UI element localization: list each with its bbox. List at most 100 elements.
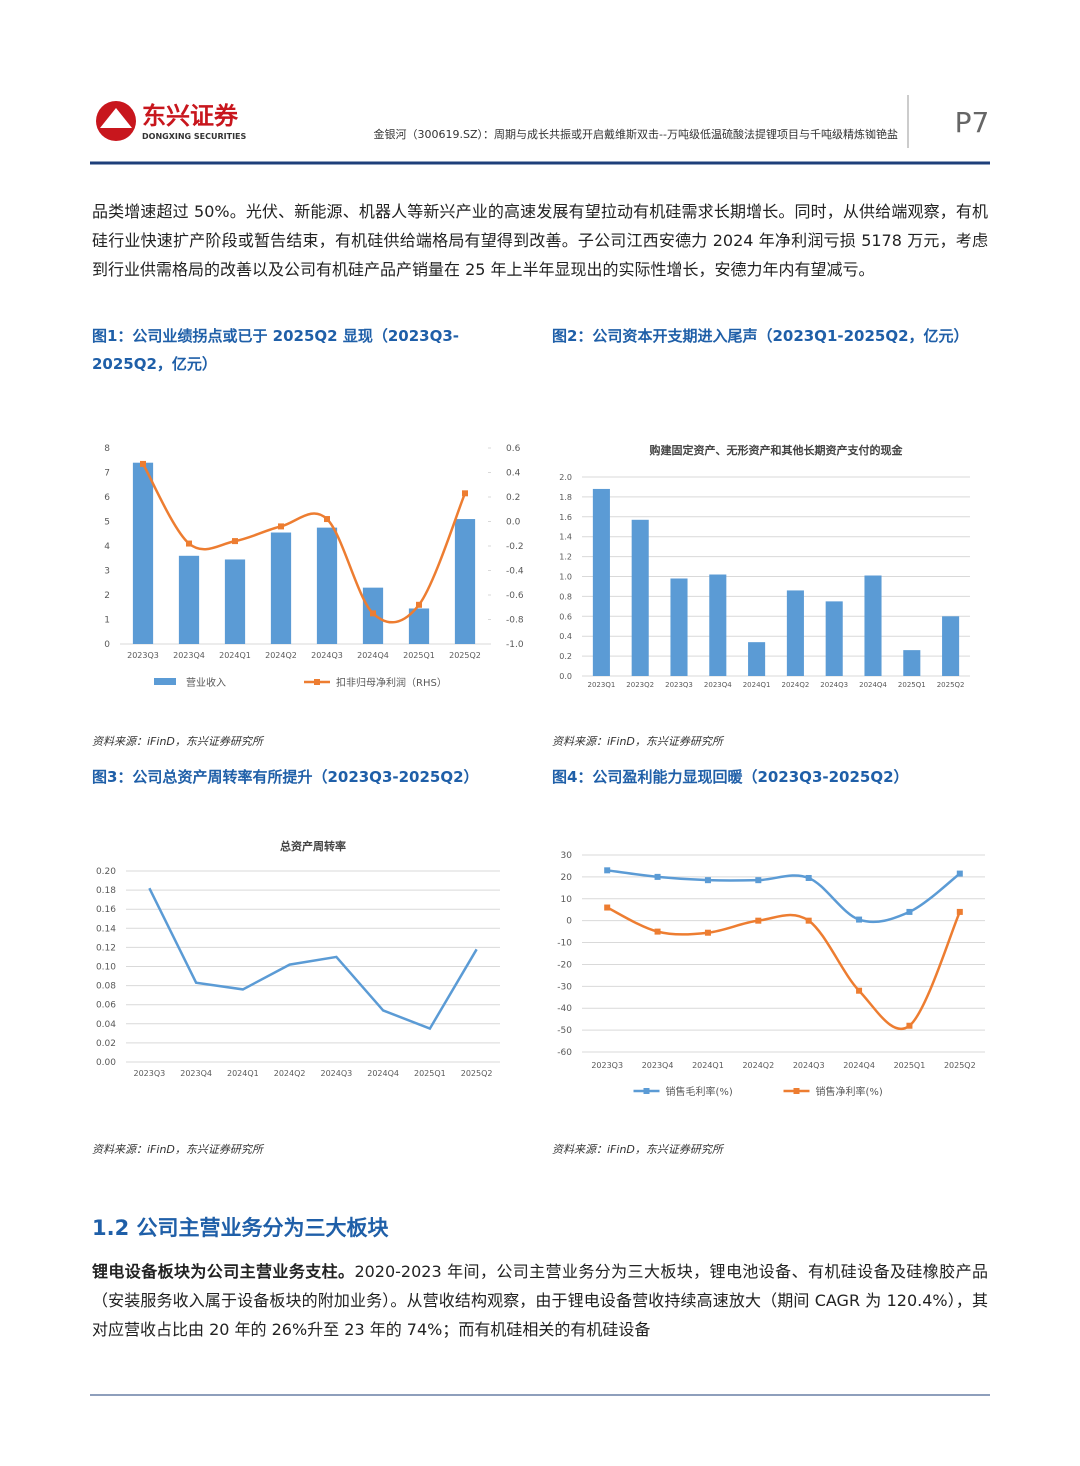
x-tick-label: 2024Q3 [311, 651, 343, 660]
y2-tick-label: -0.4 [506, 567, 524, 577]
body-text: 2020-2023 年间，公司主营业务分为三大板块，锂电池设备、有机硅设备及硅橡… [92, 1262, 988, 1339]
marker [755, 877, 762, 884]
x-tick-label: 2023Q3 [665, 681, 693, 689]
bar [786, 590, 804, 676]
x-tick-label: 2023Q3 [591, 1061, 623, 1070]
legend-swatch [643, 1088, 650, 1094]
y-tick-label: 5 [104, 518, 110, 528]
y-tick-label: -40 [557, 1004, 572, 1014]
marker [704, 929, 711, 936]
y2-tick-label: -0.2 [506, 542, 524, 552]
y-tick-label: 1.6 [559, 513, 572, 522]
figure-source: 资料来源：iFinD，东兴证券研究所 [92, 735, 263, 748]
y-tick-label: 0.14 [96, 924, 116, 934]
x-tick-label: 2024Q3 [793, 1061, 825, 1070]
y-tick-label: 0.6 [559, 612, 572, 621]
paragraph: 品类增速超过 50%。光伏、新能源、机器人等新兴产业的高速发展有望拉动有机硅需求… [92, 202, 988, 279]
y-tick-label: 6 [104, 493, 110, 503]
bar [178, 555, 200, 644]
x-tick-label: 2025Q1 [414, 1069, 446, 1078]
y-tick-label: 0.20 [96, 867, 116, 877]
bar [631, 519, 649, 676]
y-tick-label: 2 [104, 591, 110, 601]
bar [670, 578, 688, 676]
x-tick-label: 2024Q1 [692, 1061, 724, 1070]
logo-shape [100, 108, 132, 128]
figure-source: 资料来源：iFinD，东兴证券研究所 [92, 1143, 263, 1156]
bar [825, 601, 843, 676]
y2-tick-label: -0.8 [506, 616, 524, 626]
y-tick-label: 0.4 [559, 632, 572, 641]
marker [278, 523, 284, 530]
y-tick-label: -20 [557, 960, 572, 970]
x-tick-label: 2024Q4 [843, 1061, 875, 1070]
charts: 0 1 2 3 4 5 6 7 8 -1.0 -0.8 -0.6 -0.4 -0.2 0.0 0.2 0.4 0.… [96, 443, 985, 1098]
x-tick-label: 2023Q4 [704, 681, 732, 689]
y2-tick-label: 0.4 [506, 469, 521, 479]
bar [864, 575, 882, 676]
bar [224, 559, 246, 644]
figure-source: 资料来源：iFinD，东兴证券研究所 [552, 1143, 723, 1156]
x-tick-label: 2023Q4 [642, 1061, 674, 1070]
x-tick-label: 2024Q3 [321, 1069, 353, 1078]
y-tick-label: -30 [557, 982, 572, 992]
x-tick-label: 2023Q1 [588, 681, 616, 689]
marker [956, 908, 963, 915]
bar [132, 462, 154, 644]
legend-label: 销售净利率(%) [816, 1085, 883, 1098]
marker [856, 987, 863, 994]
bar [942, 616, 960, 676]
x-tick-label: 2025Q2 [461, 1069, 493, 1078]
y-tick-label: 0.16 [96, 905, 116, 915]
x-tick-label: 2023Q4 [180, 1069, 212, 1078]
marker [654, 873, 661, 880]
y-tick-label: -10 [557, 939, 572, 949]
figure-caption: 图3：公司总资产周转率有所提升（2023Q3-2025Q2） [92, 768, 479, 786]
y-tick-label: 3 [104, 567, 110, 577]
y-tick-label: 0.06 [96, 1001, 116, 1011]
x-tick-label: 2025Q2 [449, 651, 481, 660]
y-tick-label: 0.2 [559, 652, 572, 661]
y-tick-label: 0.0 [559, 672, 572, 681]
y2-tick-label: -0.6 [506, 591, 524, 601]
x-tick-label: 2024Q1 [227, 1069, 259, 1078]
bar [592, 488, 610, 676]
legend-swatch [154, 678, 176, 685]
y-tick-label: 0.12 [96, 943, 116, 953]
logo-cn: 东兴证券 [142, 102, 239, 130]
y-tick-label: 7 [104, 469, 110, 479]
legend-label: 销售毛利率(%) [666, 1085, 733, 1098]
y-tick-label: 0.18 [96, 886, 116, 896]
y-tick-label: -60 [557, 1048, 572, 1058]
bar [903, 650, 921, 676]
y-tick-label: 2.0 [559, 473, 572, 482]
y-tick-label: 1.4 [559, 533, 572, 542]
section-heading: 1.2 公司主营业务分为三大板块 [92, 1216, 389, 1240]
page-number: P7 [955, 106, 990, 139]
y-tick-label: 0.10 [96, 963, 116, 973]
figure-source: 资料来源：iFinD，东兴证券研究所 [552, 735, 723, 748]
x-tick-label: 2024Q2 [742, 1061, 774, 1070]
x-tick-label: 2025Q2 [944, 1061, 976, 1070]
legend-label: 扣非归母净利润（RHS） [336, 676, 447, 689]
y2-tick-label: 0.0 [506, 518, 521, 528]
marker [140, 460, 146, 467]
marker [755, 917, 762, 924]
x-tick-label: 2024Q4 [357, 651, 389, 660]
marker [416, 601, 422, 608]
line [148, 887, 478, 1031]
figure-caption: 图2：公司资本开支期进入尾声（2023Q1-2025Q2，亿元） [552, 327, 969, 345]
chart-title: 购建固定资产、无形资产和其他长期资产支付的现金 [650, 443, 904, 457]
x-tick-label: 2024Q4 [859, 681, 887, 689]
marker [604, 904, 611, 911]
y-tick-label: 0.02 [96, 1039, 116, 1049]
chart-title: 总资产周转率 [280, 839, 346, 853]
y2-tick-label: -1.0 [506, 640, 524, 650]
paragraph: 锂电设备板块为公司主营业务支柱。2020-2023 年间，公司主营业务分为三大板… [92, 1257, 988, 1344]
x-tick-label: 2024Q2 [274, 1069, 306, 1078]
y-tick-label: -50 [557, 1026, 572, 1036]
lead: 锂电设备板块为公司主营业务支柱。 [92, 1262, 355, 1281]
y-tick-label: 30 [561, 851, 573, 861]
marker [906, 1022, 913, 1029]
y-tick-label: 4 [104, 542, 110, 552]
